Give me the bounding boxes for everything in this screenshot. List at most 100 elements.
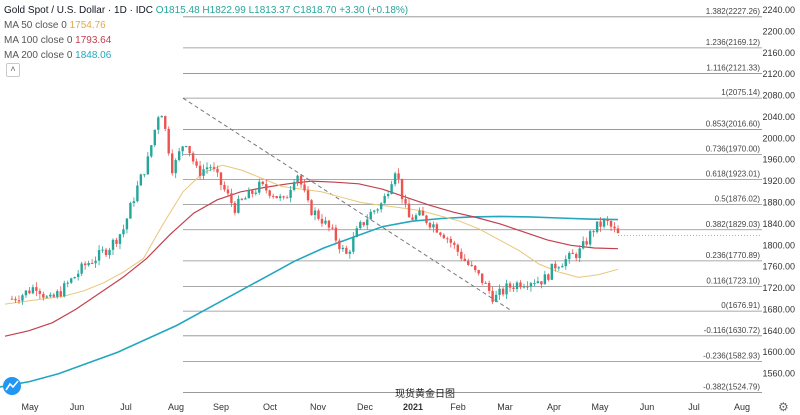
- time-tick-label: Mar: [497, 402, 513, 412]
- candle-body: [272, 195, 275, 197]
- candle-body: [341, 247, 345, 250]
- fib-level-label: 1.236(2169.12): [706, 38, 761, 47]
- candle-body: [226, 189, 230, 194]
- candle-body: [449, 238, 453, 243]
- candle-body: [480, 273, 484, 283]
- price-tick-label: 2240.00: [762, 5, 795, 15]
- candle-body: [202, 169, 205, 176]
- candle-body: [404, 199, 407, 204]
- candle-body: [108, 249, 111, 256]
- candle-body: [588, 231, 592, 245]
- candle-body: [505, 283, 508, 295]
- candle-body: [191, 153, 195, 162]
- time-tick-label: Jul: [120, 402, 132, 412]
- ma100-line: [4, 180, 619, 337]
- candle-body: [164, 116, 167, 129]
- candle-body: [327, 220, 331, 228]
- candle-body: [313, 210, 317, 216]
- chart-legend: Gold Spot / U.S. Dollar · 1D · IDC O1815…: [4, 3, 408, 78]
- legend-ma100-row[interactable]: MA 100 close 0 1793.64: [4, 33, 408, 48]
- candle-body: [299, 175, 303, 185]
- gear-icon[interactable]: ⚙: [778, 400, 789, 414]
- time-tick-label: Dec: [357, 402, 374, 412]
- candle-body: [35, 287, 38, 291]
- time-tick-label: Jul: [688, 402, 700, 412]
- candle-body: [571, 252, 574, 254]
- candle-body: [56, 291, 59, 297]
- ohlc-values: O1815.48 H1822.99 L1813.37 C1818.70 +3.3…: [155, 5, 409, 16]
- legend-ma200-row[interactable]: MA 200 close 0 1848.06: [4, 48, 408, 63]
- time-tick-label: May: [21, 402, 39, 412]
- candle-body: [254, 192, 257, 194]
- candle-body: [359, 222, 362, 229]
- candle-body: [477, 270, 480, 274]
- fib-level-label: -0.382(1524.79): [703, 382, 760, 391]
- candle-body: [118, 234, 122, 244]
- fib-level-label: -0.116(1630.72): [704, 326, 761, 335]
- candle-body: [564, 259, 567, 267]
- candle-body: [366, 219, 369, 226]
- legend-ma50-row[interactable]: MA 50 close 0 1754.76: [4, 18, 408, 33]
- candle-body: [233, 202, 237, 213]
- legend-symbol-row: Gold Spot / U.S. Dollar · 1D · IDC O1815…: [4, 3, 408, 18]
- ma50-value: 1754.76: [69, 20, 106, 31]
- candles: [10, 115, 620, 305]
- candle-body: [66, 282, 69, 284]
- candle-body: [494, 294, 498, 302]
- time-axis: May Jun Jul Aug Sep Oct Nov Dec 2021 Feb Mar Apr May…: [21, 402, 750, 412]
- candle-body: [379, 203, 383, 210]
- candle-body: [453, 242, 456, 245]
- candle-body: [296, 175, 299, 183]
- fib-level-label: 1.382(2227.26): [706, 7, 761, 16]
- candle-body: [400, 178, 404, 200]
- candle-body: [230, 193, 233, 203]
- candle-body: [216, 168, 219, 173]
- candle-body: [160, 116, 163, 118]
- collapse-legend-icon[interactable]: ˄: [6, 63, 20, 78]
- candle-body: [282, 196, 285, 198]
- candle-body: [125, 218, 129, 230]
- candle-body: [171, 153, 174, 174]
- candle-body: [122, 229, 125, 235]
- candle-body: [407, 203, 411, 218]
- candle-body: [581, 241, 585, 249]
- candle-body: [439, 232, 442, 235]
- candle-body: [14, 298, 17, 301]
- tradingview-logo-icon: [3, 377, 21, 395]
- candle-body: [484, 282, 487, 284]
- candle-body: [101, 249, 104, 251]
- candle-body: [73, 277, 76, 279]
- time-tick-label: May: [591, 402, 609, 412]
- price-tick-label: 1760.00: [762, 262, 795, 272]
- candle-body: [470, 264, 473, 266]
- price-tick-label: 1880.00: [762, 198, 795, 208]
- candle-body: [129, 203, 132, 219]
- candle-body: [578, 248, 581, 259]
- candle-body: [303, 184, 306, 191]
- candle-body: [195, 161, 198, 166]
- price-tick-label: 1560.00: [762, 369, 795, 379]
- candle-body: [31, 287, 35, 294]
- candle-body: [550, 263, 554, 280]
- candle-body: [21, 295, 24, 301]
- candle-body: [70, 278, 73, 283]
- candle-body: [45, 296, 49, 298]
- candle-body: [345, 247, 348, 254]
- candle-body: [265, 184, 268, 191]
- candle-body: [83, 263, 87, 266]
- candle-body: [87, 263, 90, 266]
- candle-body: [223, 184, 226, 190]
- candle-body: [557, 267, 560, 269]
- candle-body: [592, 231, 595, 233]
- candle-body: [153, 129, 156, 146]
- candle-body: [212, 167, 216, 169]
- fib-level-label: 1(2075.14): [721, 88, 760, 97]
- ma100-label: MA 100 close 0: [4, 35, 73, 46]
- candle-body: [268, 190, 271, 196]
- candle-body: [529, 283, 533, 287]
- fib-level-label: 0.116(1723.10): [706, 276, 760, 285]
- candle-body: [150, 145, 153, 157]
- candle-body: [177, 151, 181, 161]
- fib-level-label: 0.236(1770.89): [706, 251, 761, 260]
